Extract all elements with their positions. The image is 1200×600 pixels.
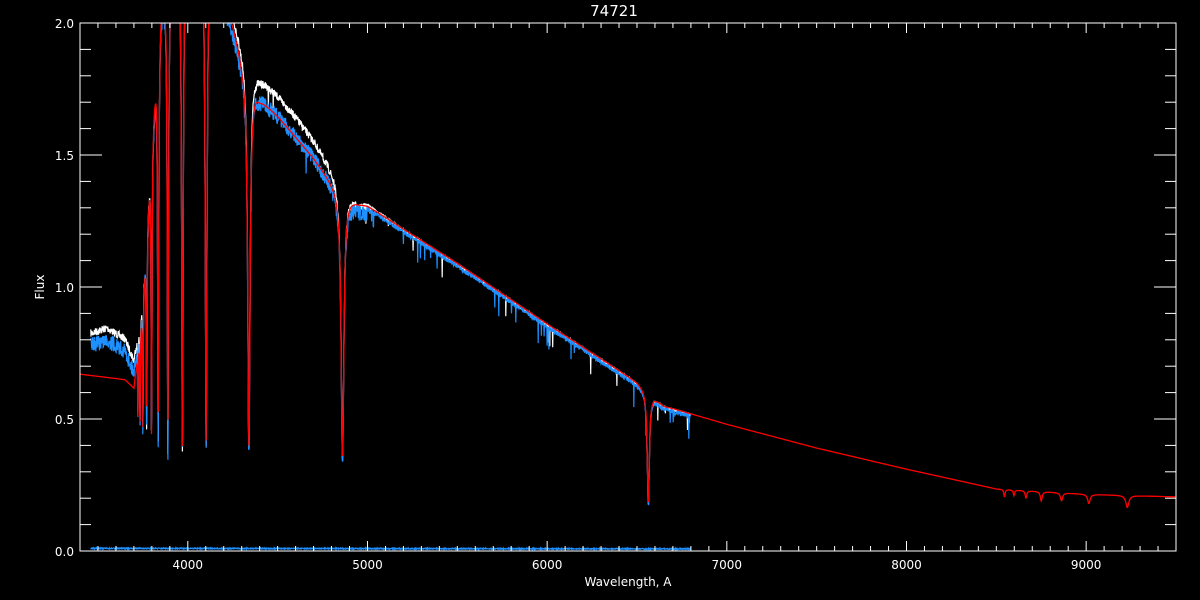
y-tick-label: 2.0: [55, 17, 74, 31]
tick-labels: 4000 5000 6000 7000 8000 9000 0.0 0.5 1.0 1.5 2.0: [55, 17, 1102, 572]
x-tick-label: 9000: [1071, 558, 1102, 572]
y-tick-label: 0.5: [55, 413, 74, 427]
x-tick-label: 7000: [712, 558, 743, 572]
x-tick-label: 8000: [891, 558, 922, 572]
axes: [79, 22, 1177, 552]
y-tick-label: 0.0: [55, 545, 74, 559]
observed-spectrum-blue: [90, 23, 692, 506]
x-axis-label: Wavelength, A: [584, 575, 672, 589]
y-tick-label: 1.0: [55, 281, 74, 295]
x-tick-label: 4000: [173, 558, 204, 572]
y-tick-label: 1.5: [55, 149, 74, 163]
x-tick-label: 6000: [532, 558, 563, 572]
error-spectrum-blue: [90, 545, 692, 551]
y-axis-label: Flux: [33, 275, 47, 300]
chart-title: 74721: [590, 2, 638, 20]
series-layer: [80, 23, 1176, 551]
x-tick-label: 5000: [352, 558, 383, 572]
model-spectrum-red: [80, 23, 1176, 508]
